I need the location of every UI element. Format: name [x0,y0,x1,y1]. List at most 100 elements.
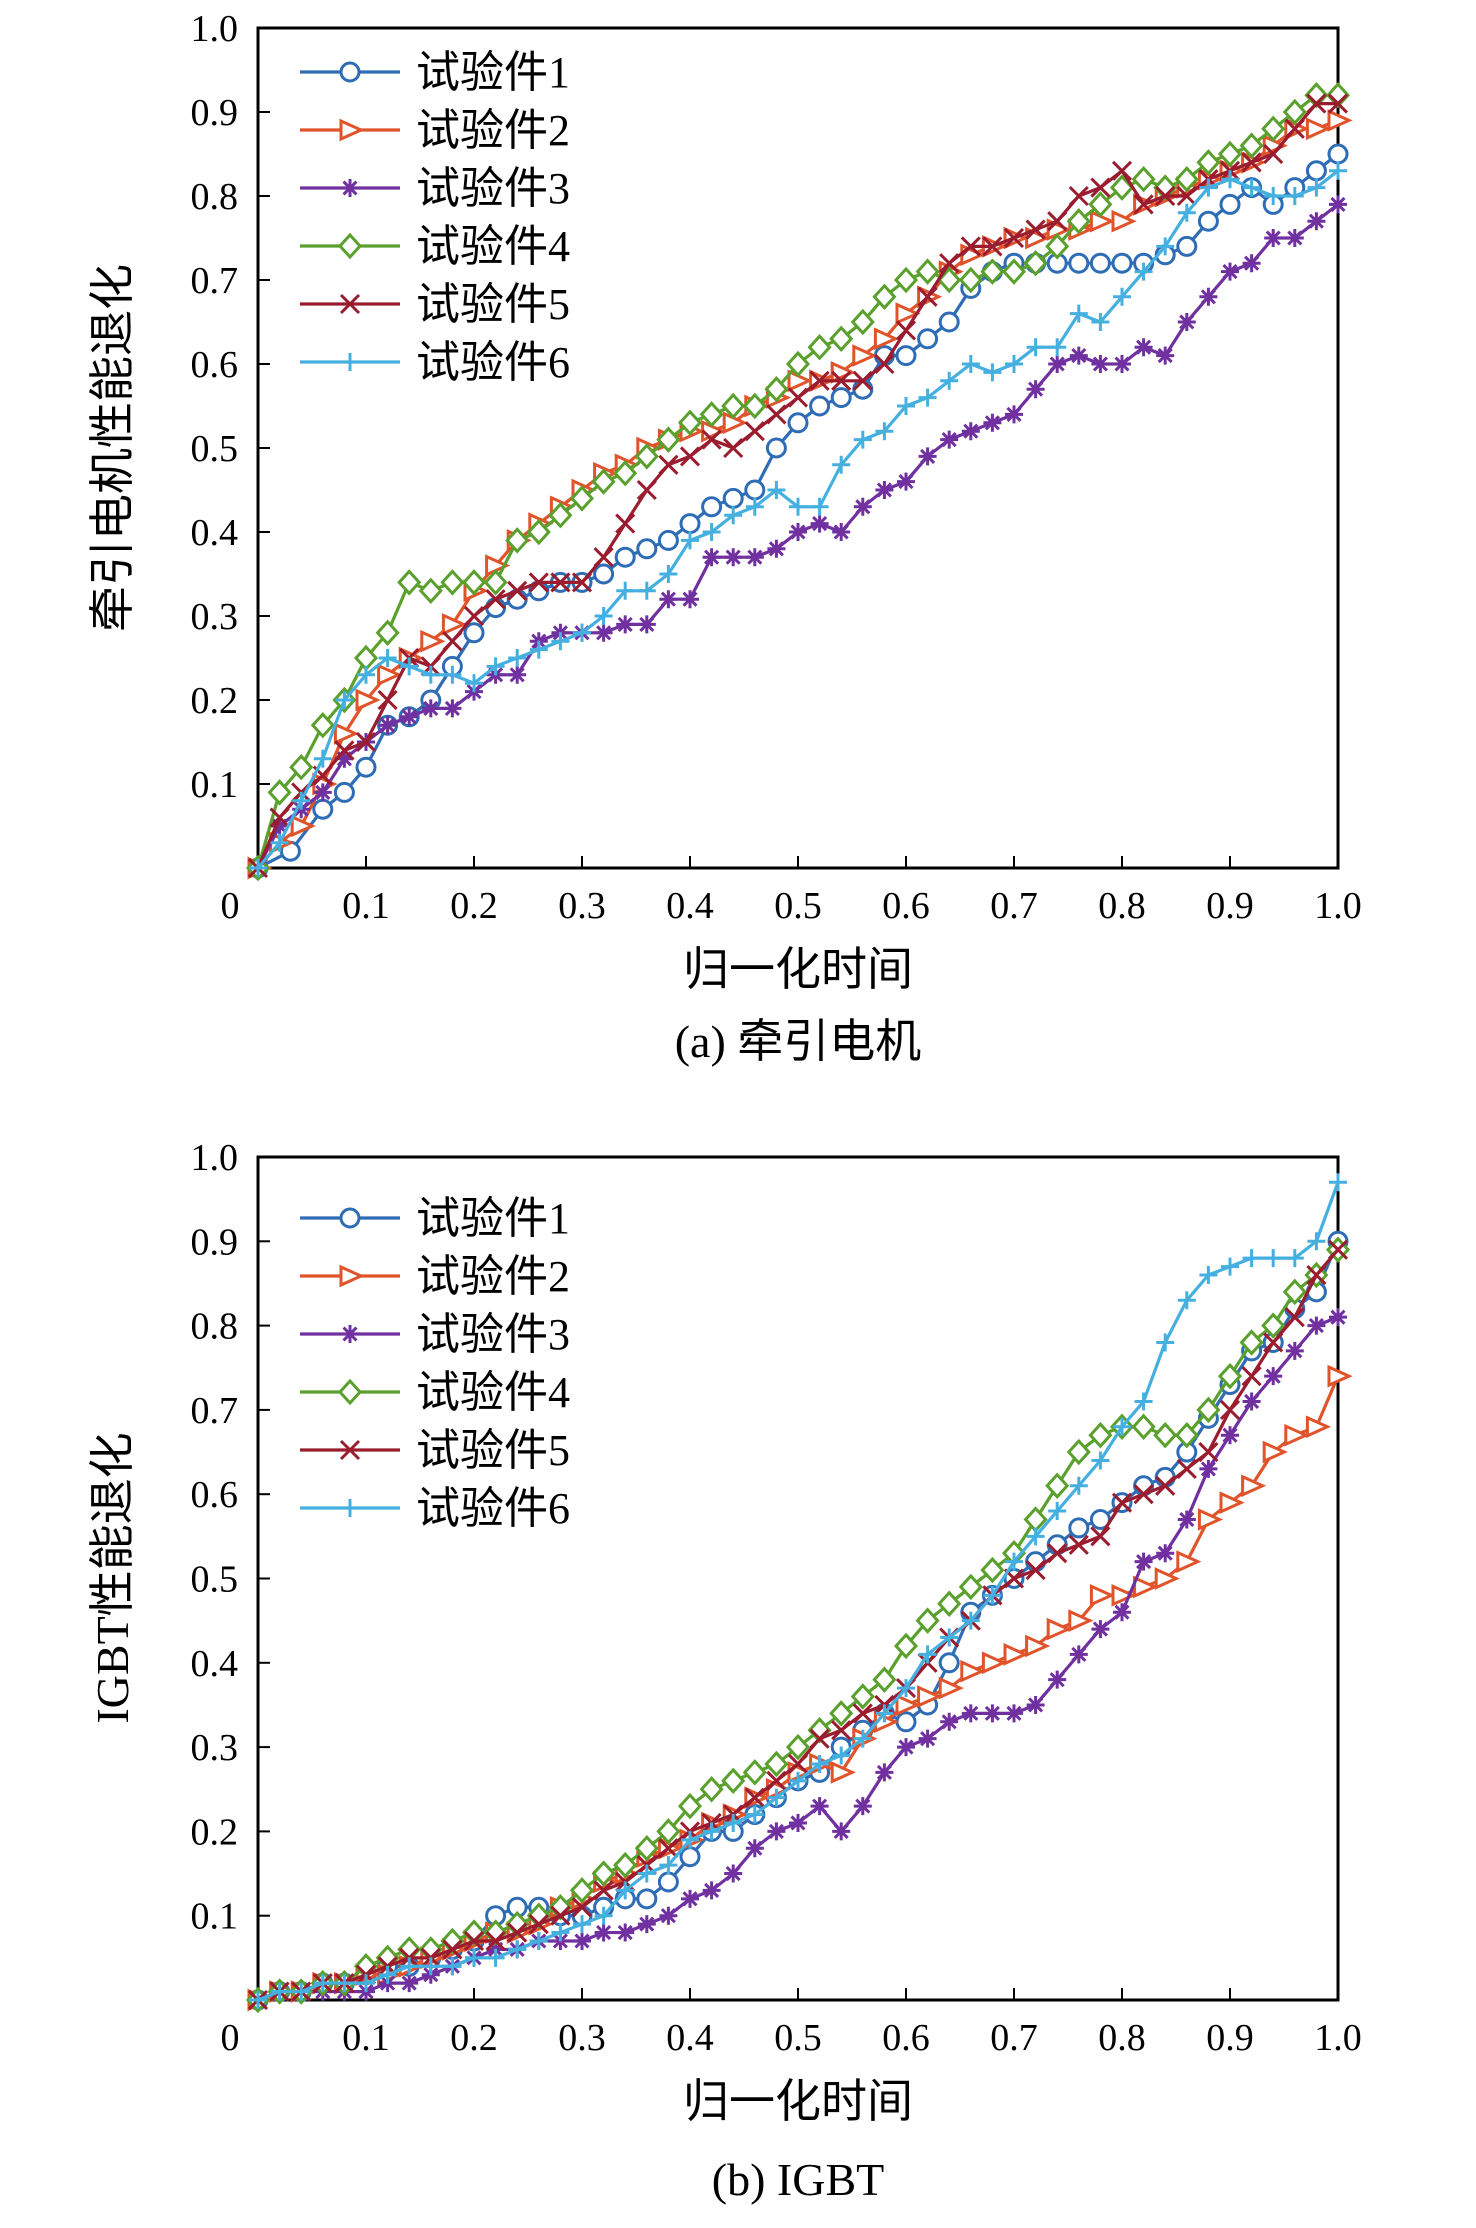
chart-b-series-3-point [594,1923,613,1942]
chart-b-series-2-point [1305,1415,1332,1439]
chart-b-series-6-point [789,1771,807,1790]
chart-a-series-4-point [591,468,616,495]
chart-a-series-6-point [832,455,851,474]
chart-b-legend-label: 试验件2 [416,1252,570,1301]
chart-b-series-4-point [1196,1396,1221,1424]
chart-b-series-3-point [1177,1510,1196,1529]
chart-b-series-6-point [1285,1249,1304,1268]
chart-a-series-6-point [1026,338,1045,357]
chart-b-legend-swatch-marker [341,1499,359,1517]
chart-b-series-4-point [1174,1421,1199,1449]
chart-b-y-tick-label: 0.4 [191,1643,239,1685]
chart-b-series-6-point [940,1628,959,1647]
chart-a-series-4-point [893,266,919,294]
chart-b-legend-swatch-marker [339,1439,361,1461]
chart-a-series-6-point [1329,161,1347,180]
chart-a-series-6-point [853,430,872,449]
chart-a-legend-swatch-marker [337,232,363,260]
chart-b-series-6-point [292,1982,311,2001]
chart-a-series-6-point [789,497,807,516]
chart-a-series-2-point [485,554,511,577]
chart-a-series-6-point [249,859,267,877]
chart-a-series-3-point [1285,229,1304,247]
chart-b-series-3-point [745,1839,764,1858]
chart-a-series-6-point [573,623,591,642]
chart-b-series-6-point [421,1957,440,1976]
chart-a-series-6-point [378,649,397,667]
chart-b-legend-label: 试验件1 [416,1194,570,1243]
chart-a-series-5-point [507,580,528,601]
chart-b-series-3-point [637,1915,656,1934]
chart-b-y-axis: 0.1 0.2 0.3 0.4 0.5 0.6 0.7 0.8 0.9 1.0 [191,1137,270,1938]
chart-a-series-3-point [1026,380,1045,399]
chart-a-series-4-point [850,308,875,336]
chart-b-series-6-point [1242,1249,1261,1268]
chart-a-legend-label: 试验件1 [416,48,570,97]
chart-a-series-3-point [875,481,894,499]
chart-a-series-3-point [1242,254,1261,273]
chart-b-series-2-point [1089,1584,1116,1607]
chart-a-series-2 [247,109,1353,880]
chart-b-series-4-point [677,1792,703,1820]
chart-a-series-3 [249,195,1347,877]
chart-a-series-3-point [1069,346,1088,365]
chart-b-series-2-point [1176,1550,1202,1573]
chart-a-y-tick-label: 0.5 [191,428,239,470]
chart-b-series-5-point [1068,1534,1089,1555]
chart-b-series-2-point [830,1761,856,1784]
chart-b-series-3-point [659,1906,678,1925]
chart-b-series-4-point [742,1759,767,1786]
chart-b-legend-item-3: 试验件3 [300,1310,570,1359]
chart-a-series-6-point [616,581,635,600]
chart-a-series-5-point [701,429,722,450]
chart-a-series-4-point [1196,149,1221,176]
chart-a-series-5-line [256,101,1338,869]
chart-b-series-6-point [681,1830,699,1849]
chart-a-series-3-point [983,413,1002,432]
chart-a-series-5-point [960,236,981,257]
chart-a-series-5-point [766,404,787,425]
chart-b-y-tick-label: 1.0 [191,1137,239,1179]
chart-b-series-5-point [1219,1399,1241,1420]
chart-b-series-1 [247,1230,1349,2011]
chart-b-series-6-point [1005,1552,1023,1571]
chart-b-series-6-point [1329,1173,1347,1192]
chart-a-legend-item-2: 试验件2 [300,106,570,155]
chart-a-series-6-point [421,665,440,684]
chart-a-x-tick-label: 0.2 [450,885,498,927]
chart-b-y-tick-label: 0.3 [191,1727,239,1769]
chart-a-x-tick-label: 0.9 [1206,885,1254,927]
chart-a-legend: 试验件1 试验件2 试验件3 试验件4 试验件5 试验件6 [300,48,570,387]
chart-a-series-3-point [961,422,980,441]
chart-a-series-5-point [723,437,744,459]
chart-b-series-5-point [1090,1526,1111,1547]
chart-a-legend-item-1: 试验件1 [300,48,570,97]
chart-a-series-3-point [659,590,678,609]
chart-a-series-1-point [765,437,787,459]
chart-a-series-4-point [613,459,638,487]
chart-b-series-5-point [507,1922,528,1943]
chart-b-series-1-point [895,1711,917,1733]
chart-a-series-3-point [1091,355,1110,373]
chart-a-series-2-point [441,613,468,636]
chart-a-caption: (a) 牵引电机 [675,1016,922,1067]
chart-a-series-4-point [483,569,508,596]
chart-a-series-5-point [442,631,463,652]
chart-a-series-6-point [1307,178,1326,197]
chart-a-series-1-point [593,563,615,585]
chart-b-series-5-point [766,1770,787,1791]
chart-a-series-5-point [593,547,614,568]
chart-a-legend-swatch-marker [339,118,365,142]
chart-a-series-6-point [594,607,613,625]
chart-b-x-tick-label: 0.4 [666,2017,714,2059]
chart-a-series-4-point [310,711,335,739]
chart-a-series-6-point [940,371,959,390]
chart-b-series-5-point [658,1838,679,1859]
chart-b-series-6-point [1113,1417,1131,1436]
chart-b-series-5-point [463,1930,485,1952]
chart-a-legend-item-6: 试验件6 [300,338,570,387]
chart-a-series-4-point [1131,165,1156,193]
chart-a-series-6-point [508,649,527,667]
chart-a-series-6-point [767,481,786,499]
chart-a-series-6-point [1221,170,1239,189]
